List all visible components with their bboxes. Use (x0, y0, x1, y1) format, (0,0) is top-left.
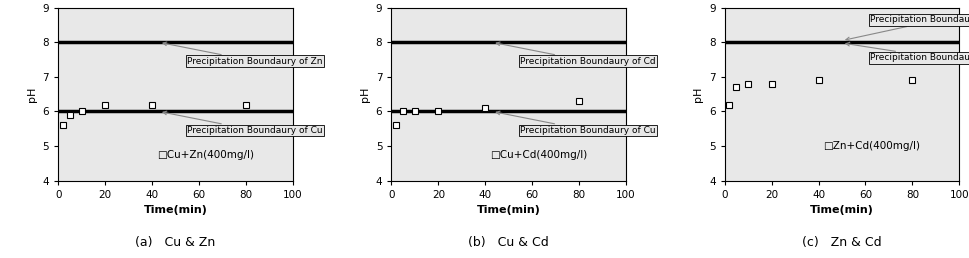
Text: (a)   Cu & Zn: (a) Cu & Zn (136, 236, 216, 249)
Text: Precipitation Boundaury of Cd: Precipitation Boundaury of Cd (496, 42, 656, 66)
Text: (c)   Zn & Cd: (c) Zn & Cd (802, 236, 882, 249)
Y-axis label: pH: pH (360, 86, 370, 102)
Text: □Zn+Cd(400mg/l): □Zn+Cd(400mg/l) (824, 141, 921, 151)
Text: (b)   Cu & Cd: (b) Cu & Cd (468, 236, 549, 249)
Text: □Cu+Zn(400mg/l): □Cu+Zn(400mg/l) (157, 150, 254, 160)
Text: Precipitation Boundaury of Cd: Precipitation Boundaury of Cd (846, 15, 969, 41)
X-axis label: Time(min): Time(min) (810, 205, 874, 215)
X-axis label: Time(min): Time(min) (143, 205, 207, 215)
Text: Precipitation Boundaury of Cu: Precipitation Boundaury of Cu (496, 111, 656, 135)
Text: □Cu+Cd(400mg/l): □Cu+Cd(400mg/l) (490, 150, 587, 160)
Text: Precipitation Boundaury of Zn: Precipitation Boundaury of Zn (163, 42, 323, 66)
Text: Precipitation Boundaury of Cu: Precipitation Boundaury of Cu (163, 111, 323, 135)
Text: Precipitation Boundaury of Zn: Precipitation Boundaury of Zn (846, 42, 969, 62)
Y-axis label: pH: pH (694, 86, 703, 102)
X-axis label: Time(min): Time(min) (477, 205, 541, 215)
Y-axis label: pH: pH (27, 86, 37, 102)
